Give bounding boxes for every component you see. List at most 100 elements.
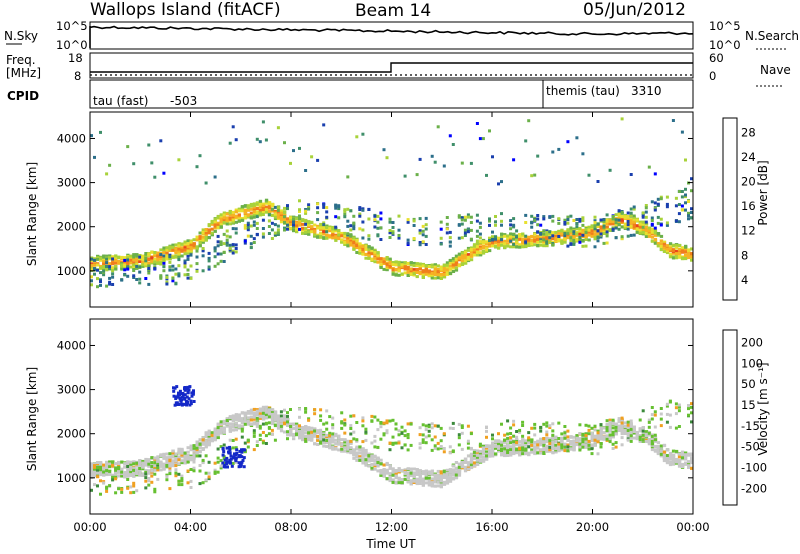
power-cell <box>123 268 127 272</box>
velocity-cell <box>632 430 636 433</box>
velocity-cell <box>469 432 473 436</box>
power-cell <box>512 245 516 249</box>
power-cell <box>557 221 561 225</box>
velocity-cell <box>515 435 519 439</box>
velocity-cell <box>427 470 431 474</box>
power-cell <box>156 261 160 264</box>
velocity-cell <box>255 418 260 422</box>
velocity-cell <box>102 470 106 474</box>
velocity-cell <box>530 443 534 447</box>
power-cell <box>406 265 410 269</box>
velocity-cell <box>352 449 356 453</box>
velocity-cell <box>102 473 106 477</box>
power-cell <box>273 223 277 227</box>
power-cell <box>162 269 166 273</box>
velocity-cell <box>503 451 507 455</box>
power-cell <box>219 213 223 217</box>
velocity-cell <box>503 433 507 437</box>
velocity-cell <box>454 475 459 479</box>
velocity-cell <box>463 465 468 469</box>
power-cell <box>304 208 308 211</box>
power-cell <box>382 267 386 271</box>
velocity-cell <box>93 469 97 473</box>
velocity-cell <box>273 423 277 427</box>
power-cell <box>304 226 308 230</box>
velocity-cell <box>448 479 453 483</box>
velocity-cell <box>608 437 612 441</box>
power-cell <box>448 244 452 248</box>
power-cell <box>572 238 576 242</box>
power-cell <box>448 258 453 262</box>
velocity-cell <box>180 447 184 451</box>
velocity-cell <box>521 438 525 442</box>
power-cell <box>316 202 320 206</box>
power-cell <box>575 222 579 225</box>
velocity-cell <box>596 436 600 440</box>
power-cell <box>195 269 199 273</box>
power-cell <box>249 234 253 238</box>
velocity-cell <box>608 427 612 430</box>
velocity-cell <box>216 431 220 435</box>
power-cell <box>653 237 658 241</box>
power-cell <box>662 246 667 250</box>
velocity-cell <box>132 490 136 494</box>
power-cell <box>255 207 260 210</box>
velocity-cell <box>99 462 103 465</box>
power-cell <box>346 232 350 236</box>
power-cell <box>186 254 190 258</box>
velocity-cell <box>252 429 256 433</box>
velocity-cell <box>174 459 178 463</box>
power-cell <box>593 215 597 219</box>
power-cell <box>349 233 353 237</box>
velocity-cell <box>240 411 245 415</box>
velocity-cell <box>240 427 244 431</box>
power-cell <box>451 270 456 273</box>
power-cell <box>189 276 193 280</box>
velocity-cell <box>234 421 238 425</box>
power-cell <box>680 208 684 212</box>
power-cell <box>557 235 561 238</box>
power-cell <box>560 228 564 232</box>
power-cell <box>129 254 133 258</box>
power-cell <box>587 228 591 232</box>
velocity-cell <box>551 447 555 451</box>
power-cell <box>99 130 102 134</box>
power-cell <box>674 252 679 256</box>
velocity-cell <box>147 469 151 473</box>
power-cell <box>662 242 667 246</box>
power-cell <box>367 248 371 252</box>
velocity-cell <box>189 456 193 460</box>
velocity-cell <box>370 441 374 445</box>
velocity-cell <box>457 471 462 475</box>
velocity-cell <box>216 460 220 464</box>
power-cell <box>687 211 690 215</box>
velocity-cell <box>370 419 374 423</box>
velocity-cell <box>222 443 226 447</box>
velocity-cell <box>448 426 452 430</box>
velocity-cell <box>207 436 211 439</box>
power-cell <box>183 252 187 256</box>
velocity-cell <box>466 461 471 465</box>
power-cell <box>566 232 570 236</box>
velocity-cell <box>289 408 292 411</box>
power-cell <box>216 234 220 238</box>
power-cell <box>515 234 519 238</box>
power-cell <box>488 240 492 244</box>
power-cell <box>93 263 97 267</box>
velocity-cell <box>126 460 130 464</box>
velocity-cell <box>153 466 157 469</box>
power-cell <box>234 220 238 224</box>
velocity-cell <box>629 429 633 433</box>
power-cell <box>406 268 410 272</box>
power-cell <box>289 221 293 225</box>
power-cell <box>409 263 413 267</box>
velocity-cell <box>370 466 374 470</box>
velocity-cell <box>276 414 281 418</box>
velocity-cell <box>518 453 522 457</box>
y-tick-label: 1000 <box>57 264 86 278</box>
velocity-cell <box>316 434 320 438</box>
power-cell <box>457 264 462 268</box>
velocity-cell <box>626 432 630 436</box>
power-cell <box>397 228 401 232</box>
velocity-cell <box>460 424 464 428</box>
